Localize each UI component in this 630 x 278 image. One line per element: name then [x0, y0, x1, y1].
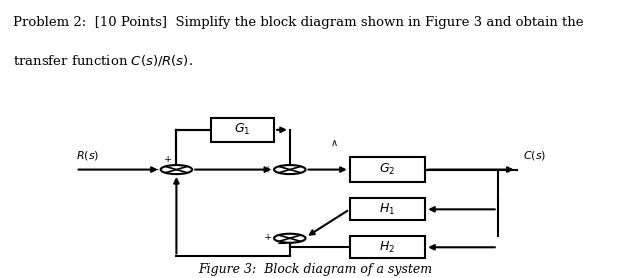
Text: Figure 3:  Block diagram of a system: Figure 3: Block diagram of a system: [198, 263, 432, 276]
FancyBboxPatch shape: [211, 118, 274, 142]
FancyBboxPatch shape: [350, 236, 425, 258]
Text: $C(s)$: $C(s)$: [523, 149, 546, 162]
Text: transfer function $C(s)/R(s)$.: transfer function $C(s)/R(s)$.: [13, 53, 193, 68]
Circle shape: [274, 165, 306, 174]
Circle shape: [274, 234, 306, 243]
Text: +: +: [263, 233, 272, 242]
Text: $H_2$: $H_2$: [379, 240, 396, 255]
Text: −: −: [149, 164, 159, 177]
Text: +: +: [164, 155, 173, 164]
Circle shape: [161, 165, 192, 174]
Text: $G_1$: $G_1$: [234, 122, 251, 137]
Text: −: −: [277, 238, 287, 251]
Text: $H_1$: $H_1$: [379, 202, 396, 217]
Text: $G_2$: $G_2$: [379, 162, 396, 177]
FancyBboxPatch shape: [350, 157, 425, 182]
Text: $R(s)$: $R(s)$: [76, 149, 99, 162]
Text: Problem 2:  [10 Points]  Simplify the block diagram shown in Figure 3 and obtain: Problem 2: [10 Points] Simplify the bloc…: [13, 16, 583, 29]
Text: $\wedge$: $\wedge$: [330, 138, 338, 148]
FancyBboxPatch shape: [350, 198, 425, 220]
Text: +: +: [263, 165, 272, 174]
